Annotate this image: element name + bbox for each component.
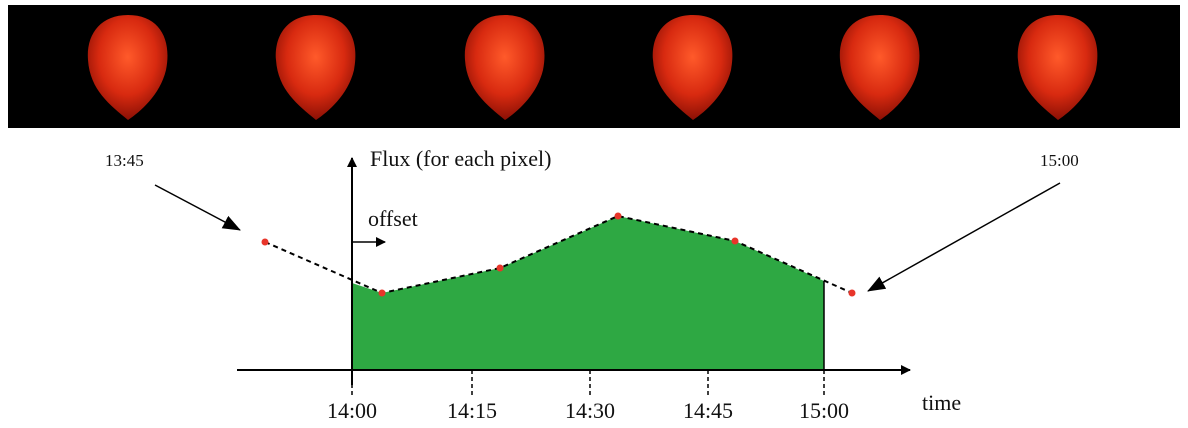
frame <box>464 15 545 120</box>
frames <box>87 15 1098 120</box>
image-strip <box>8 5 1180 128</box>
tick-lines <box>351 370 825 396</box>
point <box>848 289 856 297</box>
x-axis-label: time <box>922 390 961 415</box>
tick-label: 15:00 <box>799 398 849 423</box>
y-axis-label: Flux (for each pixel) <box>370 146 551 171</box>
pointer-arrow <box>154 184 241 231</box>
frame <box>652 15 733 120</box>
frame <box>839 15 920 120</box>
offset-label: offset <box>368 206 418 231</box>
point <box>261 238 269 246</box>
tick-label: 14:30 <box>565 398 615 423</box>
time-label: 13:45 <box>105 151 144 170</box>
tick-label: 14:00 <box>327 398 377 423</box>
frame <box>275 15 356 120</box>
frame <box>1017 15 1098 120</box>
tick-labels: 14:00 14:15 14:30 14:45 15:00 <box>327 398 849 423</box>
point <box>731 237 739 245</box>
tick-label: 14:15 <box>447 398 497 423</box>
pointer-arrow <box>867 182 1061 292</box>
points <box>261 212 856 297</box>
point <box>614 212 622 220</box>
point <box>378 289 386 297</box>
point <box>496 264 504 272</box>
time-label: 15:00 <box>1040 151 1079 170</box>
area <box>352 216 824 370</box>
frame <box>87 15 168 120</box>
tick-label: 14:45 <box>683 398 733 423</box>
